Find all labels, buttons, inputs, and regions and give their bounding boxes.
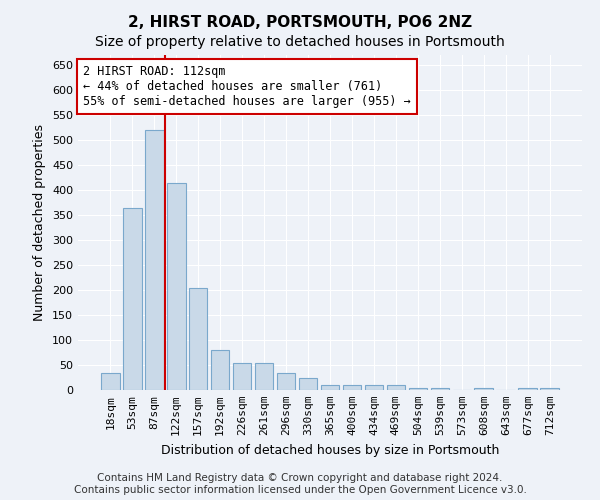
Bar xyxy=(518,388,537,390)
Text: Size of property relative to detached houses in Portsmouth: Size of property relative to detached ho… xyxy=(95,35,505,49)
Bar xyxy=(475,388,493,390)
Bar xyxy=(409,388,427,390)
Bar xyxy=(277,372,295,390)
Text: 2, HIRST ROAD, PORTSMOUTH, PO6 2NZ: 2, HIRST ROAD, PORTSMOUTH, PO6 2NZ xyxy=(128,15,472,30)
Bar xyxy=(145,130,164,390)
Bar xyxy=(123,208,142,390)
Bar xyxy=(101,372,119,390)
Bar xyxy=(211,350,229,390)
Bar xyxy=(255,362,274,390)
Bar xyxy=(343,385,361,390)
Y-axis label: Number of detached properties: Number of detached properties xyxy=(34,124,46,321)
Bar xyxy=(299,378,317,390)
Bar xyxy=(365,385,383,390)
Text: 2 HIRST ROAD: 112sqm
← 44% of detached houses are smaller (761)
55% of semi-deta: 2 HIRST ROAD: 112sqm ← 44% of detached h… xyxy=(83,65,411,108)
Bar xyxy=(233,362,251,390)
Bar xyxy=(189,288,208,390)
X-axis label: Distribution of detached houses by size in Portsmouth: Distribution of detached houses by size … xyxy=(161,444,499,456)
Bar xyxy=(320,385,340,390)
Text: Contains HM Land Registry data © Crown copyright and database right 2024.
Contai: Contains HM Land Registry data © Crown c… xyxy=(74,474,526,495)
Bar xyxy=(167,182,185,390)
Bar xyxy=(386,385,405,390)
Bar xyxy=(541,388,559,390)
Bar xyxy=(431,388,449,390)
